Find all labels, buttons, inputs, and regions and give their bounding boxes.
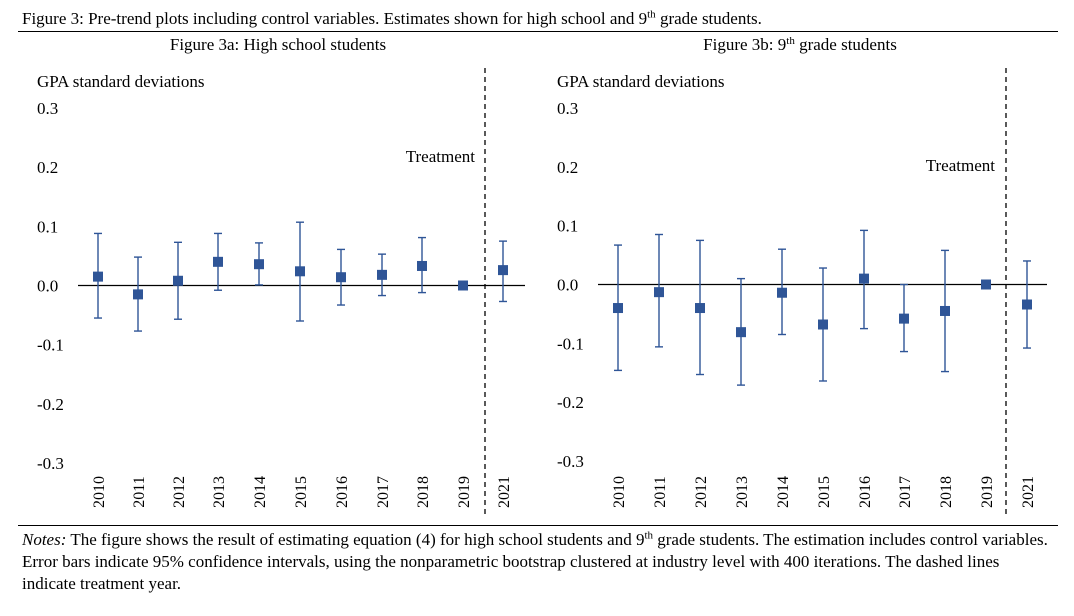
panel-a-point-marker <box>377 269 387 280</box>
panel-a-xtick-label: 2010 <box>91 476 108 508</box>
panel-a-xtick-label: 2012 <box>171 476 188 508</box>
bottom-rule <box>18 525 1058 526</box>
panel-a-xtick-label: 2019 <box>456 476 473 508</box>
panel-b-ytick-label: 0.2 <box>557 158 578 177</box>
caption-text-end: grade students. <box>655 9 762 28</box>
panel-a-point-marker <box>295 266 305 277</box>
panel-a-ytick-label: -0.1 <box>37 336 64 355</box>
panel-b-xtick-label: 2016 <box>857 476 874 508</box>
panel-b-point-marker <box>695 303 705 314</box>
panel-b-point-marker <box>654 287 664 298</box>
panel-b-title-sup: th <box>786 35 795 47</box>
panel-b-point-marker <box>940 305 950 316</box>
panel-a-point-marker <box>93 271 103 282</box>
notes-label: Notes: <box>22 530 67 549</box>
panel-b-point-marker <box>613 303 623 314</box>
panel-b-xtick-label: 2017 <box>897 476 914 508</box>
panel-a-xtick-label: 2021 <box>496 476 513 508</box>
panel-a-xtick-label: 2016 <box>334 476 351 508</box>
panel-a-ytick-label: 0.2 <box>37 158 58 177</box>
panel-b-point-marker <box>981 279 991 290</box>
panel-a-point-marker <box>254 259 264 270</box>
panel-a-xtick-label: 2013 <box>211 476 228 508</box>
panel-b-xtick-label: 2018 <box>938 476 955 508</box>
panel-a-ytick-label: 0.3 <box>37 99 58 118</box>
panel-b-point-marker <box>736 327 746 338</box>
panel-a-point-marker <box>458 280 468 291</box>
panel-b-xtick-label: 2014 <box>775 476 792 508</box>
notes-superscript: th <box>644 529 654 542</box>
panel-b-ytick-label: -0.2 <box>557 393 584 412</box>
panel-b-ytick-label: 0.0 <box>557 276 578 295</box>
panel-a-point-marker <box>417 260 427 271</box>
panel-a-point-marker <box>213 256 223 267</box>
notes-text: The figure shows the result of estimatin… <box>66 530 645 549</box>
panel-b-ytick-label: -0.3 <box>557 452 584 471</box>
caption-superscript: th <box>647 8 656 21</box>
panel-b-xtick-label: 2015 <box>816 476 833 508</box>
panel-a-xtick-label: 2018 <box>415 476 432 508</box>
panel-a-xtick-label: 2011 <box>131 476 148 507</box>
panel-a-ytick-label: -0.2 <box>37 395 64 414</box>
panel-a-title: Figure 3a: High school students <box>170 35 386 54</box>
panel-b-ytick-label: 0.1 <box>557 217 578 236</box>
panel-b-xtick-label: 2011 <box>652 476 669 507</box>
panel-a-ytick-label: 0.0 <box>37 277 58 296</box>
panel-b-treatment-label: Treatment <box>926 156 996 175</box>
chart-area: Figure 3a: High school students GPA stan… <box>37 35 1047 518</box>
panel-a-ytick-label: -0.3 <box>37 454 64 473</box>
panel-a-xtick-label: 2014 <box>252 476 269 508</box>
notes-text-end: grade students. The estimation includes … <box>22 530 1048 593</box>
panel-b-xtick-label: 2021 <box>1020 476 1037 508</box>
panel-a-point-marker <box>498 265 508 276</box>
panel-a-point-marker <box>173 275 183 286</box>
panel-b-xtick-label: 2010 <box>611 476 628 508</box>
panel-b-title-end: grade students <box>795 35 897 54</box>
panel-b-title-main: Figure 3b: 9 <box>703 35 786 54</box>
panel-b-point-marker <box>1022 299 1032 310</box>
panel-b-point-marker <box>899 313 909 324</box>
panel-b-ytick-label: 0.3 <box>557 99 578 118</box>
panel-b-title: Figure 3b: 9th grade students <box>703 35 897 54</box>
panel-b-point-marker <box>777 287 787 298</box>
caption-text: Figure 3: Pre-trend plots including cont… <box>22 9 648 28</box>
panel-a-xtick-label: 2017 <box>375 476 392 508</box>
panel-b-ylabel: GPA standard deviations <box>557 72 724 91</box>
panel-a-point-marker <box>133 289 143 300</box>
panel-b-xtick-label: 2019 <box>979 476 996 508</box>
panel-a-xtick-label: 2015 <box>293 476 310 508</box>
panel-a-ytick-label: 0.1 <box>37 217 58 236</box>
figure-notes: Notes: The figure shows the result of es… <box>22 529 1052 595</box>
figure-caption: Figure 3: Pre-trend plots including cont… <box>22 9 762 29</box>
panel-b-ytick-label: -0.1 <box>557 334 584 353</box>
panel-b-xtick-label: 2013 <box>734 476 751 508</box>
panel-b-point-marker <box>859 273 869 284</box>
panel-a-treatment-label: Treatment <box>406 147 476 166</box>
panel-b-point-marker <box>818 319 828 330</box>
panel-b-plot: 0.3 0.2 0.1 0.0 -0.1 -0.2 -0.3 Treatment 2010 201… <box>557 68 1047 518</box>
top-rule <box>18 31 1058 32</box>
panel-a-ylabel: GPA standard deviations <box>37 72 204 91</box>
panel-a-point-marker <box>336 272 346 283</box>
panel-a-plot: 0.3 0.2 0.1 0.0 -0.1 -0.2 -0.3 Treatment 2010 201… <box>37 68 525 518</box>
panel-b-xtick-label: 2012 <box>693 476 710 508</box>
